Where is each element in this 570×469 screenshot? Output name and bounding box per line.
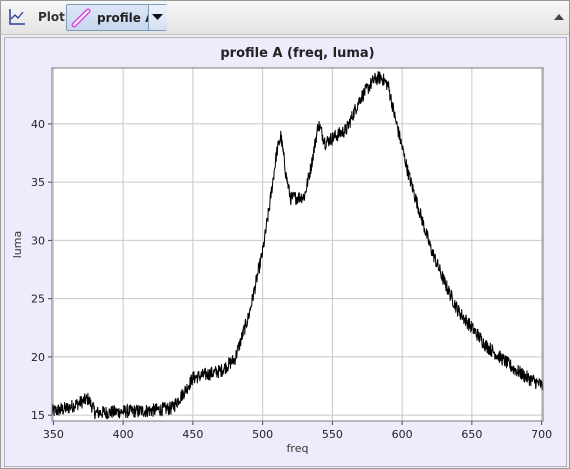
plot-label: Plot — [38, 10, 65, 24]
x-tick-label: 600 — [392, 428, 413, 441]
profile-chart: profile A (freq, luma) 350 400 450 500 550 60… — [11, 46, 552, 455]
profile-dropdown-button[interactable] — [148, 5, 167, 30]
toolbar: Plot profile A — [1, 1, 569, 35]
plot-area — [52, 68, 543, 421]
profile-line-icon — [71, 8, 91, 28]
x-tick-label: 450 — [182, 428, 203, 441]
x-tick-label: 500 — [252, 428, 273, 441]
plot-panel: profile A (freq, luma) 350 400 450 500 550 60… — [4, 37, 567, 467]
x-axis-label: freq — [287, 442, 309, 455]
y-axis-label: luma — [11, 231, 24, 258]
plot-border — [51, 67, 544, 422]
x-tick-label: 400 — [113, 428, 134, 441]
x-tick-label: 350 — [43, 428, 64, 441]
x-tick-label: 550 — [322, 428, 343, 441]
y-tick-label: 35 — [31, 176, 45, 189]
y-tick-label: 20 — [31, 351, 45, 364]
y-tick-label: 30 — [31, 234, 45, 247]
data-series-line — [51, 71, 544, 420]
y-tick-label: 40 — [31, 118, 45, 131]
y-tick-label: 15 — [31, 409, 45, 422]
plot-icon — [9, 9, 25, 25]
collapse-up-icon[interactable] — [553, 12, 565, 22]
y-tick-label: 25 — [31, 293, 45, 306]
chevron-down-icon — [152, 14, 163, 20]
profile-selector-value: profile A — [97, 11, 155, 25]
profile-selector[interactable]: profile A — [66, 4, 167, 31]
x-tick-label: 650 — [461, 428, 482, 441]
chart-title: profile A (freq, luma) — [220, 46, 374, 61]
x-tick-label: 700 — [531, 428, 552, 441]
